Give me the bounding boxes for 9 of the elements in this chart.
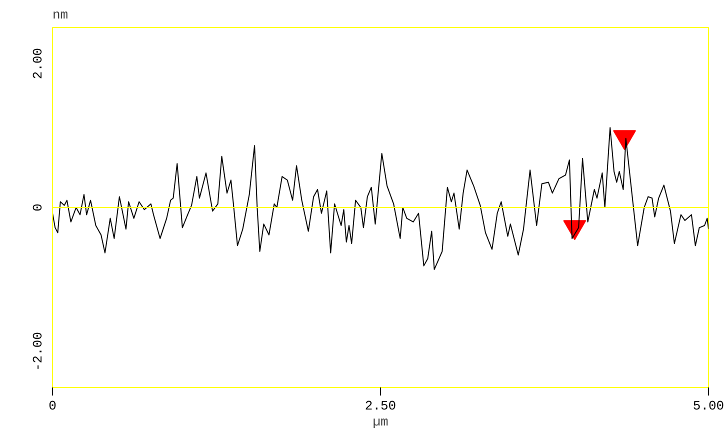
y-tick-label: 0 bbox=[30, 204, 46, 212]
x-tick-label: 2.50 bbox=[364, 398, 396, 414]
x-tick-label: 0 bbox=[48, 398, 56, 414]
y-tick-label: 2.00 bbox=[30, 48, 46, 80]
x-axis-title: µm bbox=[372, 414, 388, 430]
y-axis-title: nm bbox=[52, 8, 68, 22]
x-tick-label: 5.00 bbox=[692, 398, 724, 414]
line-series bbox=[52, 127, 708, 270]
y-tick-label: -2.00 bbox=[30, 332, 46, 372]
